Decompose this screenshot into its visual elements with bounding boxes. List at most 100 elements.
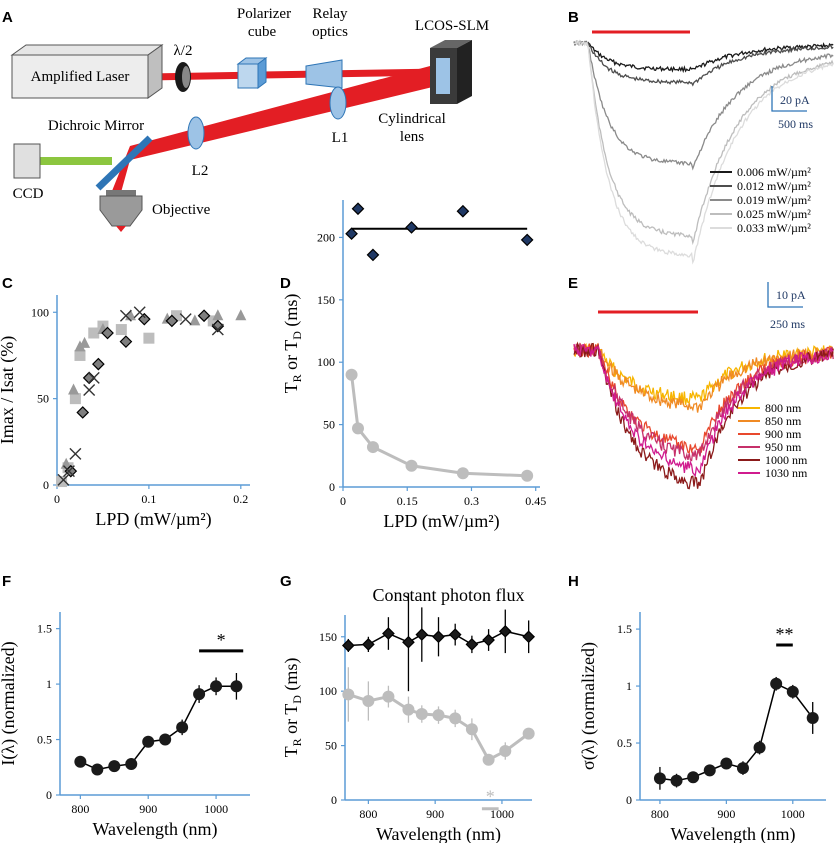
x-tick-label-g: 1000 [490,807,514,821]
ccd-label: CCD [13,186,44,202]
y-tick-label-c: 0 [43,478,49,492]
dichroic-label: Dichroic Mirror [48,118,144,134]
y-axis-label-h: σ(λ) (normalized) [578,642,599,770]
data-point-d-TD [345,227,358,241]
data-point-g-TD [465,638,479,651]
data-point-c-square [115,324,127,336]
data-point-h-sigma [786,685,799,698]
chart-c: 0 0.1 0.2 0 50 100 LPD (mW/µm²) Imax / Isat (%) [0,295,250,530]
data-point-c-cross [62,465,75,478]
data-point-c-cross [87,371,100,384]
y-tick-label-g: 0 [331,793,337,807]
x-axis-label-h: Wavelength (nm) [670,824,795,843]
laser-beam [147,68,441,81]
chart-title-g: Constant photon flux [373,585,525,605]
y-label-sub-d-d: D [290,331,304,340]
data-point-g-TD [382,627,395,640]
data-point-c-cross [179,313,192,326]
data-point-g-TR [432,709,445,722]
panel-b-trace [573,40,834,171]
data-point-d-TR [366,441,379,454]
data-point-g-TR [522,727,535,740]
data-point-c-square [170,310,182,322]
data-point-c-triangle [68,383,80,395]
y-label-unit-d: (ms) [281,294,302,332]
laser-box [11,54,149,99]
data-point-g-TR [415,708,428,721]
panel-e-legend-label: 1030 nm [765,466,808,480]
panel-b-trace [573,40,834,265]
chart-d: 0 0.15 0.3 0.45 0 50 100 150 200 LPD (mW/µm²) TR o… [281,200,546,532]
x-tick-label-h: 900 [717,807,735,821]
y-tick-label-g: 50 [325,739,337,753]
significance-star-f: * [217,630,226,650]
panel-letter-c: C [2,275,13,292]
ccd-camera [13,143,41,179]
y-tick-label-h: 0 [626,793,632,807]
data-point-g-TR [362,694,375,707]
polarizer-cube [237,63,259,89]
x-tick-label-f: 900 [139,802,157,816]
lens-l2-label: L2 [192,163,209,179]
data-point-g-TD [448,628,462,641]
data-point-f-I [210,680,223,693]
data-point-c-diamond [211,319,225,333]
y-tick-label-d: 150 [317,293,335,307]
x-axis-label-g: Wavelength (nm) [376,824,501,843]
y-label-sub-r-g: R [290,738,304,746]
y-label-sub-d-g: D [290,695,304,704]
scale-current-e: 10 pA [776,288,806,302]
panel-e-legend-label: 1000 nm [765,453,808,467]
slm-label: LCOS-SLM [415,18,489,34]
cylindrical-label-1: Cylindrical [378,111,446,127]
y-tick-label-d: 200 [317,230,335,244]
y-axis-label-d: TR or TD (ms) [281,294,304,394]
data-point-f-I [176,721,189,734]
objective-label: Objective [152,202,211,218]
data-point-d-TR [521,469,534,482]
x-tick-label-h: 800 [651,807,669,821]
y-label-t-g: T [281,746,301,757]
data-point-g-TR [482,753,495,766]
data-point-c-cross [119,309,132,322]
data-point-g-TR [342,688,355,701]
series-line-d-TR [350,374,528,478]
y-tick-label-h: 0.5 [617,736,632,750]
panel-letter-a: A [2,9,13,26]
chart-g: 800 900 1000 0 50 100 150 Wavelength (nm) TR or … [281,585,536,843]
y-tick-label-f: 1 [46,677,52,691]
y-tick-label-f: 1.5 [37,622,52,636]
panel-b-legend-label: 0.012 mW/µm² [737,179,811,193]
data-point-c-diamond [92,357,105,371]
data-point-h-sigma [753,741,766,754]
data-point-c-diamond [137,312,151,326]
y-tick-label-d: 50 [323,418,335,432]
series-line-h-sigma [659,682,814,782]
relay-label-2: optics [312,24,348,40]
data-point-h-sigma [736,762,749,775]
data-point-c-square [69,393,81,405]
data-point-c-diamond [119,335,133,348]
data-point-f-I [125,757,138,770]
data-point-c-square [207,315,219,327]
data-point-f-I [91,763,104,776]
data-point-c-triangle [189,314,201,326]
data-point-g-TR [465,723,478,736]
data-point-h-sigma [720,757,733,770]
relay-optics [305,59,343,89]
halfwave-label: λ/2 [174,43,193,59]
data-point-f-I [159,733,172,746]
relay-label-1: Relay [313,6,348,22]
x-tick-label-g: 900 [426,807,444,821]
data-point-g-TR [449,712,462,725]
panel-e-legend-label: 900 nm [765,427,802,441]
panel-letter-d: D [280,275,291,292]
data-point-c-cross [69,447,82,460]
scale-bar-b [771,86,807,112]
chart-f: 800 900 1000 0 0.5 1 1.5 Wavelength (nm) I(λ) (n… [0,612,250,840]
data-point-c-cross [211,323,224,336]
panel-e-trace [573,343,834,478]
